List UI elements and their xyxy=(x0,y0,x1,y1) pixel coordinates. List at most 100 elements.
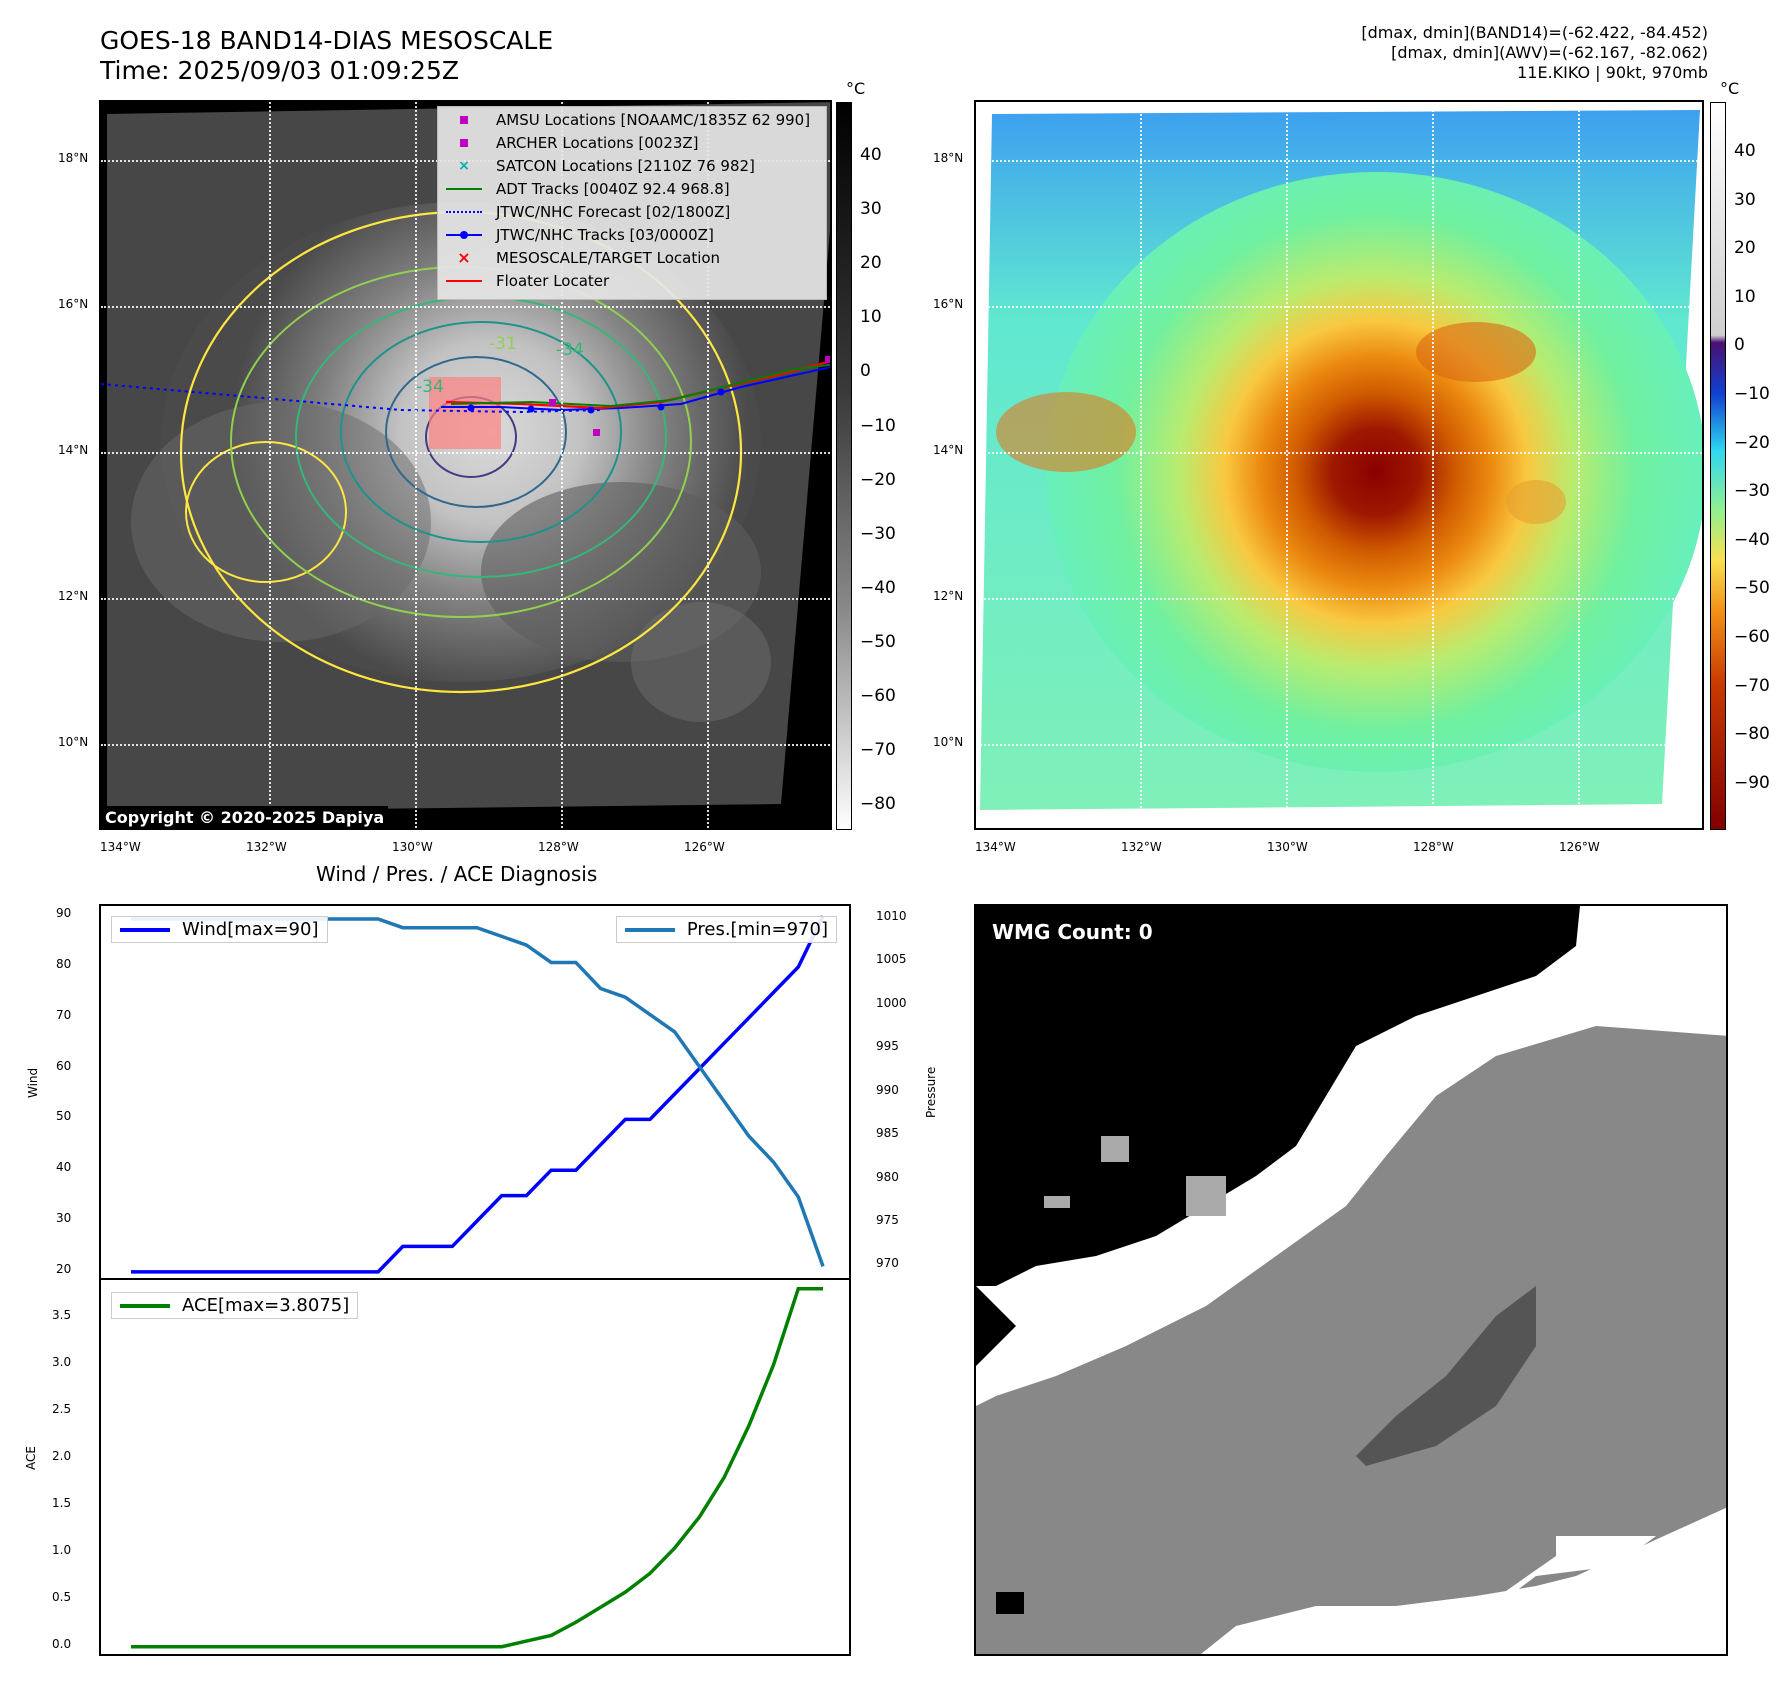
diagnosis-title: Wind / Pres. / ACE Diagnosis xyxy=(316,862,598,886)
steelblue-line-icon xyxy=(624,927,675,932)
colorbar-tick: −90 xyxy=(1734,772,1770,793)
magenta-square-marker-icon xyxy=(446,133,482,153)
ace-axis-label: ACE xyxy=(24,1446,38,1470)
lat-tick: 14°N xyxy=(58,443,89,457)
colorbar-tick: −10 xyxy=(860,415,896,436)
colorbar-tick: 40 xyxy=(860,145,882,165)
pressure-tick: 990 xyxy=(876,1082,899,1097)
colorbar-tick: 30 xyxy=(1734,189,1756,210)
legend-item: ARCHER Locations [0023Z] xyxy=(446,133,699,153)
ace-tick: 0.5 xyxy=(52,1589,72,1604)
colorbar-tick: 10 xyxy=(1734,286,1756,307)
colorbar-tick: −40 xyxy=(860,577,896,598)
ace-plot xyxy=(131,1286,823,1649)
wind-tick: 60 xyxy=(56,1058,72,1073)
colorbar-unit: °C xyxy=(1720,79,1740,98)
lat-tick: 16°N xyxy=(58,297,89,311)
lon-tick: 132°W xyxy=(246,840,287,854)
lat-tick: 10°N xyxy=(58,735,89,749)
ace-tick: 1.0 xyxy=(52,1542,72,1557)
lon-tick: 130°W xyxy=(392,840,433,854)
wmg-count-label: WMG Count: 0 xyxy=(992,920,1153,944)
colorbar-tick: 20 xyxy=(860,253,882,274)
lat-tick: 18°N xyxy=(933,151,964,165)
pressure-legend: Pres.[min=970] xyxy=(615,916,837,943)
wind-tick: 50 xyxy=(56,1109,72,1124)
legend-item: AMSU Locations [NOAAMC/1835Z 62 990] xyxy=(446,110,810,130)
wind-tick: 70 xyxy=(56,1007,72,1022)
legend-item: JTWC/NHC Forecast [02/1800Z] xyxy=(446,202,730,222)
green-line-icon xyxy=(446,179,482,199)
colorbar-tick: 30 xyxy=(860,199,882,220)
lat-tick: 18°N xyxy=(58,151,89,165)
pressure-tick: 980 xyxy=(876,1169,899,1184)
lon-tick: 134°W xyxy=(975,840,1016,854)
ace-tick: 1.5 xyxy=(52,1495,72,1510)
wind-tick: 80 xyxy=(56,956,72,971)
red-line-icon xyxy=(446,271,482,291)
copyright-label: Copyright © 2020-2025 Dapiya xyxy=(101,806,389,828)
wind-tick: 90 xyxy=(56,906,72,921)
lon-tick: 126°W xyxy=(684,840,725,854)
meta-line-3: 11E.KIKO | 90kt, 970mb xyxy=(1517,63,1708,82)
pressure-tick: 995 xyxy=(876,1039,899,1054)
colorbar-tick: 10 xyxy=(860,307,882,328)
colorbar-tick: −50 xyxy=(1734,578,1770,599)
wmg-panel: WMG Count: 0 xyxy=(974,904,1728,1656)
wind-pressure-chart: Wind[max=90] Pres.[min=970] xyxy=(99,904,851,1280)
ace-tick: 2.0 xyxy=(52,1448,72,1463)
ace-chart: ACE[max=3.8075] xyxy=(99,1278,851,1656)
enhanced-map-image xyxy=(980,110,1702,810)
ir-map-panel: -31 -34 -34 Copyright © 2020-2025 Dapiya… xyxy=(99,100,832,830)
ace-tick: 0.0 xyxy=(52,1636,72,1651)
colorbar-tick: −30 xyxy=(1734,481,1770,502)
colorbar-tick: 0 xyxy=(860,361,871,382)
colorbar-tick: −60 xyxy=(860,686,896,706)
pressure-tick: 1005 xyxy=(876,952,907,967)
contour-label: -31 xyxy=(489,334,517,354)
wmg-image xyxy=(976,906,1726,1654)
legend-item: × SATCON Locations [2110Z 76 982] xyxy=(446,156,755,176)
colorbar-tick: −50 xyxy=(860,631,896,652)
colorbar-tick: −20 xyxy=(860,469,896,490)
contour-label: -34 xyxy=(556,340,584,360)
pressure-axis-label: Pressure xyxy=(924,1066,938,1118)
pressure-tick: 1000 xyxy=(876,995,907,1010)
colorbar-tick: −80 xyxy=(860,794,896,815)
colorbar-tick: −80 xyxy=(1734,724,1770,745)
colorbar-tick: −70 xyxy=(1734,675,1770,696)
colorbar-tick: −60 xyxy=(1734,627,1770,647)
colorbar-unit: °C xyxy=(846,79,866,98)
pressure-tick: 985 xyxy=(876,1126,899,1141)
wind-series-line xyxy=(131,915,825,1274)
pressure-series-line xyxy=(131,917,825,1267)
meta-line-2: [dmax, dmin](AWV)=(-62.167, -82.062) xyxy=(1391,43,1708,62)
lon-tick: 128°W xyxy=(538,840,579,854)
pressure-tick: 1010 xyxy=(876,909,907,924)
wind-axis-label: Wind xyxy=(26,1067,40,1098)
pressure-tick: 975 xyxy=(876,1212,899,1227)
colorbar-tick: −70 xyxy=(860,740,896,761)
legend-item: JTWC/NHC Tracks [03/0000Z] xyxy=(446,225,714,245)
ir-colorbar xyxy=(836,102,852,830)
green-line-icon xyxy=(120,1303,170,1308)
ace-tick: 2.5 xyxy=(52,1401,72,1416)
legend-item: Floater Locater xyxy=(446,271,609,291)
ace-tick: 3.5 xyxy=(52,1307,72,1322)
cyan-x-marker-icon: × xyxy=(458,158,470,174)
lat-tick: 10°N xyxy=(933,735,964,749)
lat-tick: 16°N xyxy=(933,297,964,311)
wind-tick: 20 xyxy=(56,1261,72,1276)
figure-title: GOES-18 BAND14-DIAS MESOSCALE xyxy=(100,26,554,55)
wind-tick: 40 xyxy=(56,1160,72,1175)
blue-line-icon xyxy=(120,927,170,932)
wind-pressure-plot xyxy=(131,915,825,1274)
map-legend: AMSU Locations [NOAAMC/1835Z 62 990] ARC… xyxy=(437,106,827,300)
lon-tick: 128°W xyxy=(1413,840,1454,854)
lon-tick: 134°W xyxy=(100,840,141,854)
legend-item: ADT Tracks [0040Z 92.4 968.8] xyxy=(446,179,730,199)
blue-line-dot-icon xyxy=(446,225,482,245)
lon-tick: 126°W xyxy=(1559,840,1600,854)
lat-tick: 12°N xyxy=(933,589,964,603)
enhanced-map-panel xyxy=(974,100,1704,830)
